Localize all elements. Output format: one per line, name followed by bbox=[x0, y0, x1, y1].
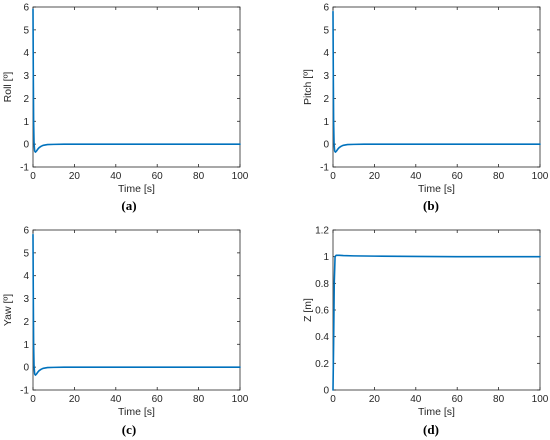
y-ticks: -1 0 1 2 3 4 5 6 bbox=[20, 226, 240, 397]
series-line-0 bbox=[332, 10, 541, 153]
x-tick-label: 20 bbox=[69, 394, 81, 405]
x-tick-label: 60 bbox=[452, 394, 464, 405]
x-tick-label: 100 bbox=[232, 394, 249, 405]
y-tick-label: 1 bbox=[323, 117, 329, 128]
x-tick-label: 100 bbox=[532, 171, 549, 182]
y-tick-label: 6 bbox=[23, 226, 29, 237]
x-ticks: 0 20 40 60 80 100 bbox=[330, 230, 549, 405]
x-tick-label: 80 bbox=[493, 394, 505, 405]
y-axis-label: Z [m] bbox=[302, 298, 314, 322]
panel-caption: (a) bbox=[121, 198, 136, 213]
y-tick-label: 3 bbox=[23, 294, 29, 305]
y-tick-label: 6 bbox=[323, 3, 329, 14]
x-tick-label: 0 bbox=[30, 171, 36, 182]
x-tick-label: 0 bbox=[330, 394, 336, 405]
y-tick-label: 3 bbox=[23, 71, 29, 82]
y-ticks: 0 0.2 0.4 0.6 0.8 1 1.2 bbox=[315, 226, 540, 397]
x-tick-label: 0 bbox=[30, 394, 36, 405]
x-tick-label: 80 bbox=[193, 171, 205, 182]
x-tick-label: 20 bbox=[369, 394, 381, 405]
y-axis-label: Yaw [º] bbox=[2, 294, 14, 326]
y-tick-label: 1.2 bbox=[315, 226, 329, 237]
plot-area bbox=[332, 229, 541, 391]
y-tick-label: -1 bbox=[320, 163, 329, 174]
y-tick-label: -1 bbox=[20, 163, 29, 174]
y-tick-label: 2 bbox=[323, 94, 329, 105]
y-tick-label: 3 bbox=[323, 71, 329, 82]
x-tick-label: 20 bbox=[69, 171, 81, 182]
y-tick-label: 4 bbox=[23, 48, 29, 59]
y-tick-label: 0 bbox=[323, 386, 329, 397]
y-tick-label: 1 bbox=[323, 252, 329, 263]
plot-area bbox=[32, 6, 241, 168]
x-tick-label: 20 bbox=[369, 171, 381, 182]
y-tick-label: -1 bbox=[20, 386, 29, 397]
y-ticks: -1 0 1 2 3 4 5 6 bbox=[20, 3, 240, 174]
x-ticks: 0 20 40 60 80 100 bbox=[30, 230, 249, 405]
chart-panel-d: 0 20 40 60 80 100 0 0.2 0.4 0.6 0.8 1 1.2 Time [s] Z [… bbox=[302, 226, 549, 438]
x-tick-label: 80 bbox=[493, 171, 505, 182]
y-tick-label: 1 bbox=[23, 340, 29, 351]
y-tick-label: 6 bbox=[23, 3, 29, 14]
x-axis-label: Time [s] bbox=[418, 406, 455, 418]
y-tick-label: 4 bbox=[323, 48, 329, 59]
y-tick-label: 5 bbox=[23, 25, 29, 36]
x-tick-label: 40 bbox=[110, 171, 122, 182]
y-tick-label: 1 bbox=[23, 117, 29, 128]
y-tick-label: 0 bbox=[23, 363, 29, 374]
y-axis-label: Pitch [º] bbox=[302, 69, 314, 105]
x-tick-label: 100 bbox=[532, 394, 549, 405]
y-tick-label: 2 bbox=[23, 94, 29, 105]
x-tick-label: 60 bbox=[152, 171, 164, 182]
series-line-0 bbox=[32, 233, 241, 376]
plot-area bbox=[32, 229, 241, 391]
x-axis-label: Time [s] bbox=[118, 183, 155, 195]
x-tick-label: 0 bbox=[330, 171, 336, 182]
y-tick-label: 0.6 bbox=[315, 306, 329, 317]
x-tick-label: 60 bbox=[452, 171, 464, 182]
x-axis-label: Time [s] bbox=[118, 406, 155, 418]
x-tick-label: 80 bbox=[193, 394, 205, 405]
y-tick-label: 4 bbox=[23, 271, 29, 282]
y-tick-label: 0.8 bbox=[315, 279, 329, 290]
y-tick-label: 2 bbox=[23, 317, 29, 328]
y-tick-label: 0.4 bbox=[315, 332, 329, 343]
y-tick-label: 5 bbox=[323, 25, 329, 36]
y-tick-label: 0 bbox=[323, 140, 329, 151]
y-tick-label: 0.2 bbox=[315, 359, 329, 370]
series-line-0 bbox=[32, 8, 241, 153]
x-tick-label: 60 bbox=[152, 394, 164, 405]
x-axis-label: Time [s] bbox=[418, 183, 455, 195]
plot-area bbox=[332, 6, 541, 168]
series-line-0 bbox=[332, 254, 541, 391]
panel-caption: (b) bbox=[423, 198, 439, 213]
y-tick-label: 5 bbox=[23, 248, 29, 259]
x-ticks: 0 20 40 60 80 100 bbox=[330, 7, 549, 182]
x-tick-label: 40 bbox=[410, 394, 422, 405]
panel-caption: (d) bbox=[423, 422, 439, 437]
y-tick-label: 0 bbox=[23, 140, 29, 151]
y-axis-label: Roll [º] bbox=[2, 72, 14, 103]
x-ticks: 0 20 40 60 80 100 bbox=[30, 7, 249, 182]
y-ticks: -1 0 1 2 3 4 5 6 bbox=[320, 3, 540, 174]
x-tick-label: 100 bbox=[232, 171, 249, 182]
x-tick-label: 40 bbox=[110, 394, 122, 405]
x-tick-label: 40 bbox=[410, 171, 422, 182]
panel-caption: (c) bbox=[122, 422, 136, 437]
